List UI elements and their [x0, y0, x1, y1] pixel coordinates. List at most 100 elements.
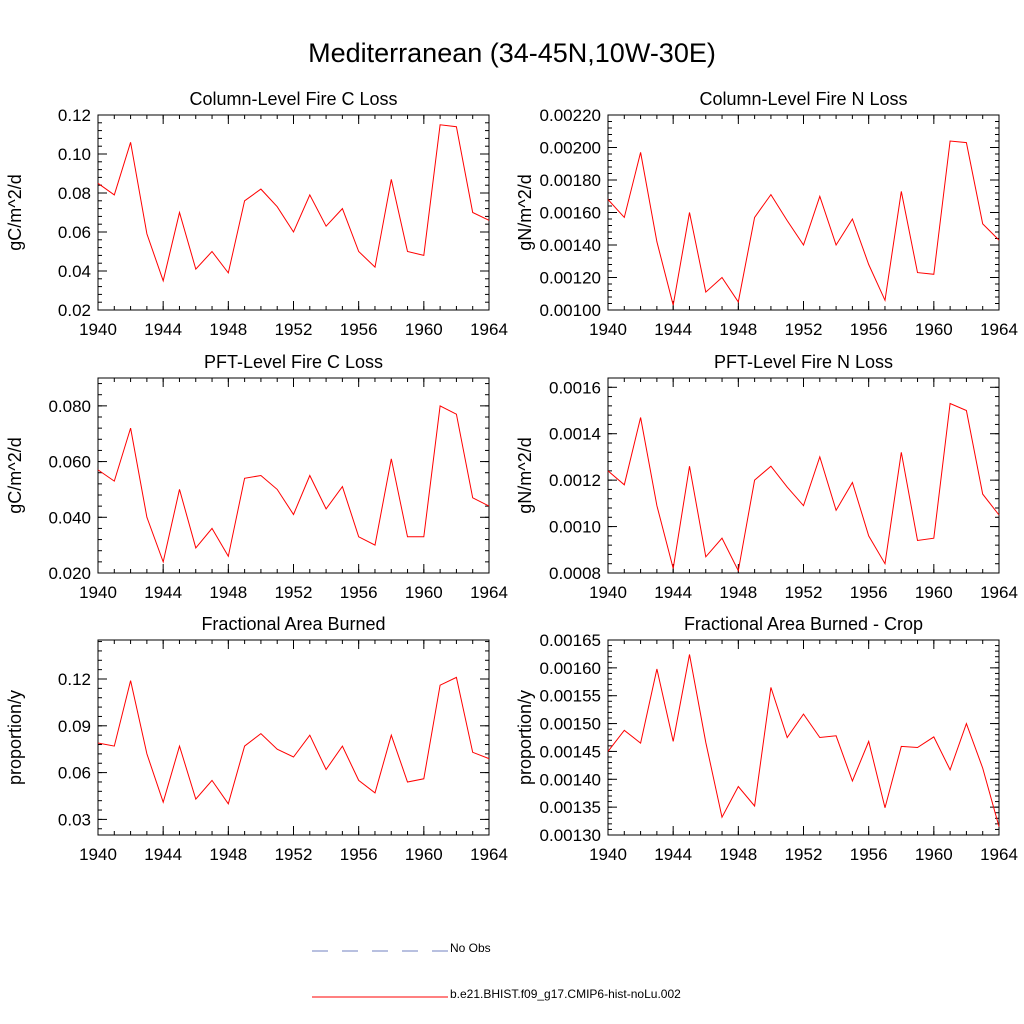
x-tick-label: 1956	[850, 320, 888, 339]
series-line	[97, 124, 490, 283]
x-tick-label: 1944	[654, 845, 692, 864]
y-tick-label: 0.00180	[540, 171, 601, 190]
y-tick-label: 0.12	[58, 670, 91, 689]
x-tick-label: 1952	[275, 583, 313, 602]
y-tick-label: 0.040	[48, 508, 91, 527]
panel-4: PFT-Level Fire N Loss gN/m^2/d 1940 1944 194…	[515, 352, 1018, 602]
panel-title: Column-Level Fire N Loss	[699, 89, 907, 109]
legend-line-dashed	[312, 950, 448, 952]
series-line	[607, 654, 1000, 827]
y-tick-label: 0.0014	[549, 425, 601, 444]
y-tick-label: 0.00150	[540, 715, 601, 734]
panel-title: Column-Level Fire C Loss	[189, 89, 397, 109]
x-tick-label: 1940	[589, 583, 627, 602]
y-axis-label: proportion/y	[5, 690, 25, 785]
x-tick-label: 1944	[654, 320, 692, 339]
y-axis-label: gN/m^2/d	[515, 174, 535, 250]
y-axis-label: proportion/y	[515, 690, 535, 785]
y-tick-label: 0.00160	[540, 659, 601, 678]
y-tick-label: 0.0012	[549, 471, 601, 490]
x-tick-label: 1956	[850, 845, 888, 864]
plot-frame	[97, 114, 490, 311]
x-tick-label: 1964	[470, 320, 508, 339]
y-tick-label: 0.00140	[540, 236, 601, 255]
x-tick-label: 1960	[405, 845, 443, 864]
x-tick-label: 1960	[405, 583, 443, 602]
x-tick-label: 1960	[915, 583, 953, 602]
y-axis-label: gC/m^2/d	[5, 174, 25, 250]
series-line	[97, 405, 490, 564]
y-tick-label: 0.0008	[549, 564, 601, 583]
panel-title: PFT-Level Fire C Loss	[204, 352, 383, 372]
x-tick-label: 1952	[785, 845, 823, 864]
panel-6: Fractional Area Burned - Crop proportion/…	[515, 614, 1018, 864]
series-line	[607, 402, 1000, 573]
panel-5: Fractional Area Burned proportion/y 1940 19…	[5, 614, 508, 864]
x-tick-label: 1952	[275, 320, 313, 339]
y-tick-label: 0.060	[48, 453, 91, 472]
series-line	[607, 140, 1000, 306]
x-tick-label: 1948	[719, 583, 757, 602]
y-tick-label: 0.00165	[540, 631, 601, 650]
x-tick-label: 1960	[405, 320, 443, 339]
x-tick-label: 1952	[785, 583, 823, 602]
x-tick-label: 1944	[144, 583, 182, 602]
y-tick-label: 0.03	[58, 810, 91, 829]
x-tick-label: 1956	[340, 583, 378, 602]
legend-item-model-run: b.e21.BHIST.f09_g17.CMIP6-hist-noLu.002	[312, 987, 681, 1007]
x-tick-label: 1948	[209, 583, 247, 602]
x-tick-label: 1944	[144, 845, 182, 864]
x-tick-label: 1940	[79, 845, 117, 864]
y-tick-label: 0.0016	[549, 378, 601, 397]
x-tick-label: 1964	[470, 583, 508, 602]
x-tick-label: 1964	[980, 583, 1018, 602]
x-tick-label: 1960	[915, 845, 953, 864]
y-tick-label: 0.00200	[540, 139, 601, 158]
x-tick-label: 1940	[589, 320, 627, 339]
y-axis-label: gC/m^2/d	[5, 437, 25, 513]
y-tick-label: 0.12	[58, 106, 91, 125]
x-tick-label: 1940	[79, 583, 117, 602]
figure-title: Mediterranean (34-45N,10W-30E)	[308, 38, 716, 68]
plot-frame	[607, 639, 1000, 836]
y-tick-label: 0.10	[58, 145, 91, 164]
series-line	[97, 676, 490, 805]
panel-3: PFT-Level Fire C Loss gC/m^2/d 1940 1944 194…	[5, 352, 508, 602]
legend-item-no-obs: No Obs	[312, 941, 491, 961]
panel-2: Column-Level Fire N Loss gN/m^2/d 1940 1944…	[515, 89, 1018, 339]
y-tick-label: 0.09	[58, 717, 91, 736]
y-tick-label: 0.00220	[540, 106, 601, 125]
x-tick-label: 1940	[589, 845, 627, 864]
y-tick-label: 0.00160	[540, 204, 601, 223]
x-tick-label: 1944	[654, 583, 692, 602]
y-axis-label: gN/m^2/d	[515, 437, 535, 513]
panel-1: Column-Level Fire C Loss gC/m^2/d 1940 1944…	[5, 89, 508, 339]
y-tick-label: 0.020	[48, 564, 91, 583]
y-tick-label: 0.00145	[540, 742, 601, 761]
x-tick-label: 1952	[785, 320, 823, 339]
y-tick-label: 0.00130	[540, 826, 601, 845]
y-tick-label: 0.080	[48, 397, 91, 416]
x-tick-label: 1956	[340, 320, 378, 339]
y-tick-label: 0.08	[58, 184, 91, 203]
x-tick-label: 1952	[275, 845, 313, 864]
x-tick-label: 1940	[79, 320, 117, 339]
panel-title: Fractional Area Burned	[201, 614, 385, 634]
x-tick-label: 1948	[719, 845, 757, 864]
legend-label-no-obs: No Obs	[450, 941, 491, 955]
y-tick-label: 0.04	[58, 262, 91, 281]
y-tick-label: 0.00155	[540, 687, 601, 706]
x-tick-label: 1956	[850, 583, 888, 602]
legend-line-solid	[312, 996, 448, 998]
x-tick-label: 1964	[980, 320, 1018, 339]
x-tick-label: 1948	[719, 320, 757, 339]
x-tick-label: 1948	[209, 320, 247, 339]
x-tick-label: 1956	[340, 845, 378, 864]
panel-title: Fractional Area Burned - Crop	[684, 614, 923, 634]
plot-frame	[97, 639, 490, 836]
x-tick-label: 1964	[980, 845, 1018, 864]
y-tick-label: 0.00140	[540, 770, 601, 789]
x-tick-label: 1944	[144, 320, 182, 339]
legend-label-model-run: b.e21.BHIST.f09_g17.CMIP6-hist-noLu.002	[450, 987, 681, 1001]
